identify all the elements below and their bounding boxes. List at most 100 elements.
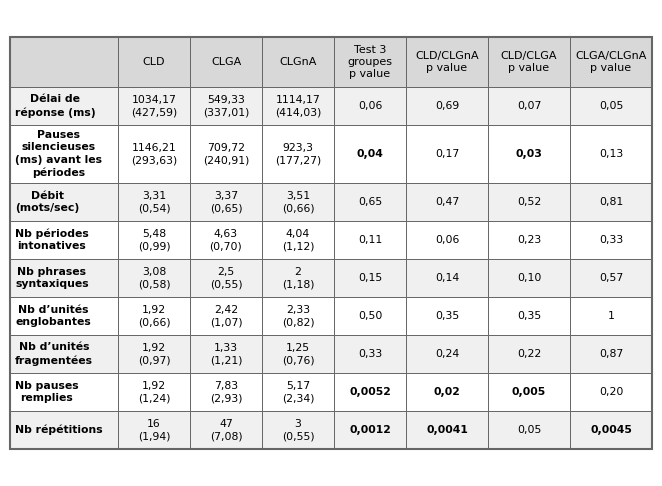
Bar [488,335,570,373]
Text: 7,83
(2,93): 7,83 (2,93) [210,381,242,403]
Text: 0,0012: 0,0012 [349,425,391,435]
Bar [570,259,652,297]
Text: Nb phrases
syntaxiques: Nb phrases syntaxiques [15,267,89,289]
Bar [10,411,118,449]
Text: 0,15: 0,15 [358,273,382,283]
Bar [406,259,488,297]
Bar [406,297,488,335]
Text: 0,33: 0,33 [599,235,623,245]
Text: 0,35: 0,35 [435,311,459,321]
Bar [570,335,652,373]
Text: 549,33
(337,01): 549,33 (337,01) [203,95,249,117]
Bar [488,259,570,297]
Bar [118,125,190,183]
Bar [334,259,406,297]
Text: 1,92
(0,66): 1,92 (0,66) [138,305,170,327]
Text: 0,81: 0,81 [599,197,623,207]
Text: 923,3
(177,27): 923,3 (177,27) [275,143,321,165]
Bar [488,373,570,411]
Text: CLGnA: CLGnA [279,57,316,67]
Bar [10,259,118,297]
Text: 47
(7,08): 47 (7,08) [210,419,242,441]
Bar [190,259,262,297]
Text: Nb périodes
intonatives: Nb périodes intonatives [15,228,89,251]
Text: 5,48
(0,99): 5,48 (0,99) [138,229,170,251]
Text: 0,24: 0,24 [435,349,459,359]
Text: Nb pauses
remplies: Nb pauses remplies [15,381,79,403]
Text: 4,04
(1,12): 4,04 (1,12) [282,229,314,251]
Bar [570,297,652,335]
Text: 0,13: 0,13 [599,149,623,159]
Text: 1034,17
(427,59): 1034,17 (427,59) [131,95,177,117]
Text: 0,47: 0,47 [435,197,459,207]
Bar [262,221,334,259]
Text: 0,0045: 0,0045 [590,425,632,435]
Text: 0,57: 0,57 [599,273,623,283]
Text: 1,33
(1,21): 1,33 (1,21) [210,343,242,365]
Bar [406,411,488,449]
Text: 2,5
(0,55): 2,5 (0,55) [210,267,242,289]
Text: 2,42
(1,07): 2,42 (1,07) [210,305,242,327]
Bar [406,335,488,373]
Text: 0,03: 0,03 [516,149,542,159]
Bar [10,37,652,449]
Bar [570,411,652,449]
Bar [10,125,118,183]
Bar [10,37,118,87]
Text: 709,72
(240,91): 709,72 (240,91) [203,143,249,165]
Bar [406,87,488,125]
Bar [334,125,406,183]
Bar [118,335,190,373]
Text: 4,63
(0,70): 4,63 (0,70) [210,229,242,251]
Text: 3,51
(0,66): 3,51 (0,66) [282,191,314,213]
Text: 0,23: 0,23 [517,235,541,245]
Bar [262,297,334,335]
Text: CLGA: CLGA [211,57,241,67]
Bar [262,37,334,87]
Bar [570,221,652,259]
Bar [10,297,118,335]
Bar [10,373,118,411]
Bar [334,373,406,411]
Text: 1114,17
(414,03): 1114,17 (414,03) [275,95,321,117]
Bar [488,37,570,87]
Text: 0,0052: 0,0052 [349,387,391,397]
Bar [406,373,488,411]
Bar [262,335,334,373]
Bar [262,87,334,125]
Bar [262,125,334,183]
Bar [118,297,190,335]
Bar [10,87,118,125]
Text: Nb répétitions: Nb répétitions [15,425,103,435]
Text: 3,37
(0,65): 3,37 (0,65) [210,191,242,213]
Bar [190,125,262,183]
Text: 1146,21
(293,63): 1146,21 (293,63) [131,143,177,165]
Text: 0,04: 0,04 [357,149,383,159]
Text: 0,65: 0,65 [358,197,382,207]
Text: 1,92
(0,97): 1,92 (0,97) [138,343,170,365]
Text: 0,05: 0,05 [599,101,623,111]
Text: 0,10: 0,10 [517,273,542,283]
Bar [118,411,190,449]
Bar [570,87,652,125]
Bar [334,335,406,373]
Text: 0,35: 0,35 [517,311,541,321]
Text: 0,50: 0,50 [358,311,382,321]
Text: 1,92
(1,24): 1,92 (1,24) [138,381,170,403]
Bar [570,183,652,221]
Bar [334,221,406,259]
Text: 0,06: 0,06 [358,101,382,111]
Bar [118,221,190,259]
Text: 0,02: 0,02 [434,387,461,397]
Text: 0,33: 0,33 [358,349,382,359]
Bar [334,297,406,335]
Text: 3,08
(0,58): 3,08 (0,58) [138,267,170,289]
Bar [118,373,190,411]
Bar [190,87,262,125]
Text: 1: 1 [608,311,614,321]
Bar [334,37,406,87]
Text: CLD/CLGA
p value: CLD/CLGA p value [500,51,557,73]
Bar [488,125,570,183]
Bar [118,37,190,87]
Bar [334,411,406,449]
